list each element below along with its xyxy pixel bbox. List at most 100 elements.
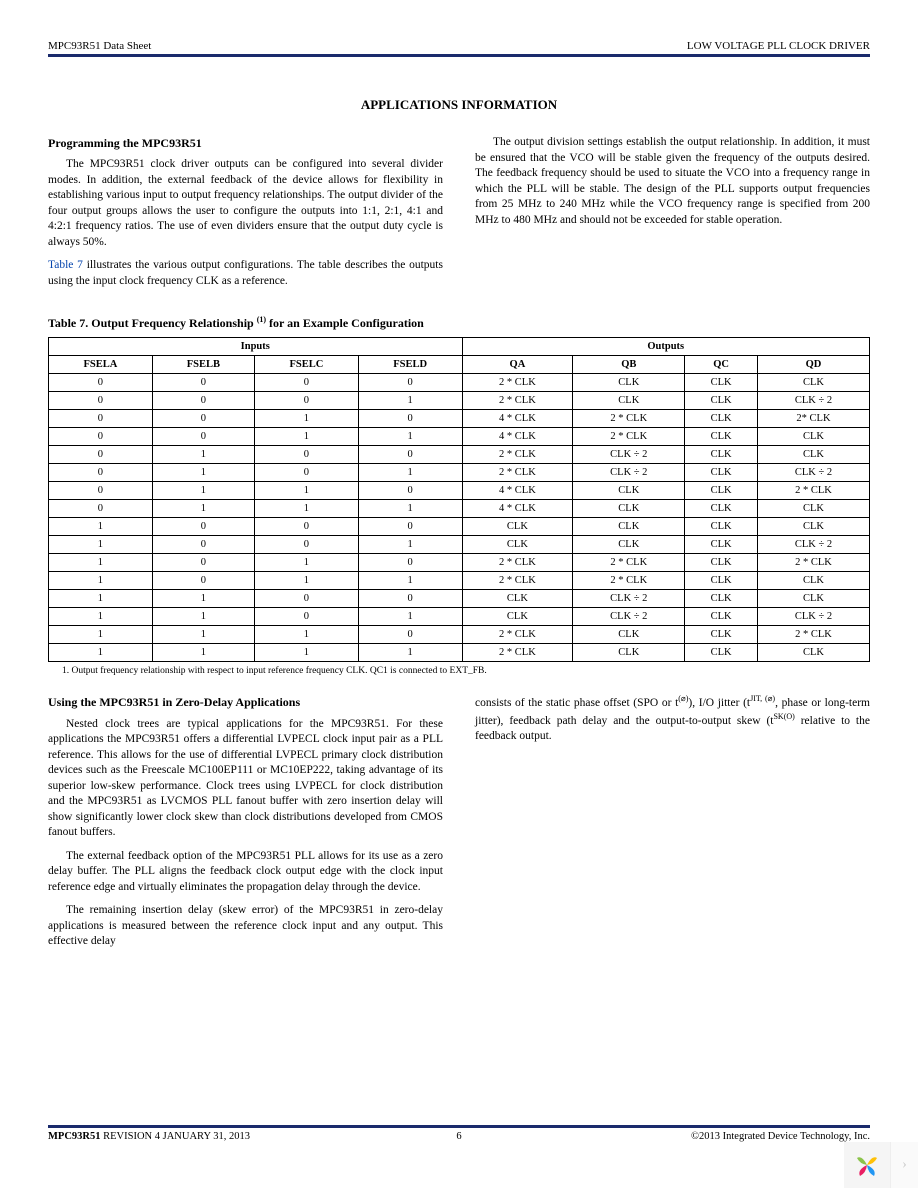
table-cell: 1 [358,464,462,482]
table-cell: 4 * CLK [462,428,573,446]
table-cell: 1 [255,482,359,500]
table-cell: 0 [152,518,254,536]
table-row: 00002 * CLKCLKCLKCLK [49,374,870,392]
programming-p2: Table 7 illustrates the various output c… [48,258,443,289]
zero-delay-p3: The remaining insertion delay (skew erro… [48,903,443,950]
zd-rs1: (⌀) [678,694,688,703]
table-cell: CLK [757,446,869,464]
table-cell: 0 [255,392,359,410]
table-cell: 2 * CLK [462,392,573,410]
programming-p2b: illustrates the various output configura… [48,259,443,287]
table-cell: CLK [685,518,758,536]
table-cell: 2 * CLK [462,554,573,572]
table7-col-6: QC [685,356,758,374]
table-cell: 1 [358,392,462,410]
table-cell: CLK [685,608,758,626]
table-cell: 1 [152,482,254,500]
section-title: APPLICATIONS INFORMATION [48,97,870,113]
table-cell: CLK [757,572,869,590]
table-cell: 1 [358,536,462,554]
table-cell: 1 [255,410,359,428]
table-row: 11102 * CLKCLKCLK2 * CLK [49,626,870,644]
table7-title-a: Table 7. Output Frequency Relationship [48,316,254,330]
table-cell: 0 [255,518,359,536]
table-cell: 0 [358,410,462,428]
floating-widget[interactable]: › [844,1142,918,1188]
table-cell: CLK [573,536,685,554]
table7-title-sup: (1) [257,315,266,324]
table-cell: 1 [49,644,153,662]
table-cell: 1 [152,608,254,626]
table-cell: 0 [49,464,153,482]
table7-link[interactable]: Table 7 [48,259,83,271]
table-cell: CLK ÷ 2 [757,536,869,554]
table-cell: CLK ÷ 2 [573,608,685,626]
table7: Inputs Outputs FSELAFSELBFSELCFSELDQAQBQ… [48,337,870,662]
table-cell: 0 [152,428,254,446]
table-cell: 2* CLK [757,410,869,428]
programming-p1: The MPC93R51 clock driver outputs can be… [48,157,443,250]
table-cell: 0 [255,446,359,464]
table7-group-inputs: Inputs [49,338,463,356]
table-cell: 4 * CLK [462,500,573,518]
table-cell: 0 [358,590,462,608]
zd-rs3: SK(O) [773,712,794,721]
table-cell: 1 [49,572,153,590]
table-cell: 0 [358,374,462,392]
table-cell: 1 [49,536,153,554]
table-cell: 0 [49,374,153,392]
table-row: 00012 * CLKCLKCLKCLK ÷ 2 [49,392,870,410]
table7-col-5: QB [573,356,685,374]
zd-rs2: JIT, (⌀) [750,694,775,703]
table-cell: 1 [49,590,153,608]
table7-title-b: for an Example Configuration [269,316,424,330]
table-cell: 1 [152,500,254,518]
table-cell: 0 [255,536,359,554]
table-row: 01012 * CLKCLK ÷ 2CLKCLK ÷ 2 [49,464,870,482]
table-cell: 0 [358,482,462,500]
table-cell: 2 * CLK [462,374,573,392]
table7-col-7: QD [757,356,869,374]
table-cell: CLK [757,644,869,662]
table-cell: 1 [255,554,359,572]
table-cell: CLK ÷ 2 [573,446,685,464]
footer-product: MPC93R51 [48,1131,101,1142]
table-cell: CLK [685,572,758,590]
programming-heading: Programming the MPC93R51 [48,135,443,151]
table-cell: 1 [152,464,254,482]
table-cell: 1 [255,626,359,644]
table-row: 10112 * CLK2 * CLKCLKCLK [49,572,870,590]
table-cell: 2 * CLK [462,464,573,482]
table7-footnote: 1. Output frequency relationship with re… [62,666,870,676]
table-cell: 0 [49,392,153,410]
widget-logo-icon[interactable] [844,1142,890,1188]
table-cell: CLK [573,500,685,518]
table-cell: CLK [573,518,685,536]
table-row: 00104 * CLK2 * CLKCLK2* CLK [49,410,870,428]
table-cell: 2 * CLK [462,572,573,590]
table-cell: 0 [358,446,462,464]
table-cell: 0 [152,410,254,428]
table-cell: CLK [757,590,869,608]
table7-title: Table 7. Output Frequency Relationship (… [48,315,870,331]
table-cell: CLK [462,608,573,626]
table-cell: CLK [685,500,758,518]
zero-delay-right: consists of the static phase offset (SPO… [475,694,870,744]
table-row: 00114 * CLK2 * CLKCLKCLK [49,428,870,446]
table-cell: 1 [49,626,153,644]
table7-col-4: QA [462,356,573,374]
table7-group-outputs: Outputs [462,338,869,356]
widget-next-icon[interactable]: › [890,1142,918,1188]
zero-delay-p2: The external feedback option of the MPC9… [48,849,443,896]
table-cell: CLK ÷ 2 [757,464,869,482]
table-cell: 1 [49,608,153,626]
table-cell: CLK [757,374,869,392]
table-cell: 1 [49,518,153,536]
table-row: 10102 * CLK2 * CLKCLK2 * CLK [49,554,870,572]
table-cell: 2 * CLK [462,626,573,644]
footer-page: 6 [456,1131,461,1142]
zd-ra: consists of the static phase offset (SPO… [475,697,678,709]
footer-left: MPC93R51 REVISION 4 JANUARY 31, 2013 [48,1131,250,1142]
table-cell: 1 [152,590,254,608]
table-row: 1000CLKCLKCLKCLK [49,518,870,536]
